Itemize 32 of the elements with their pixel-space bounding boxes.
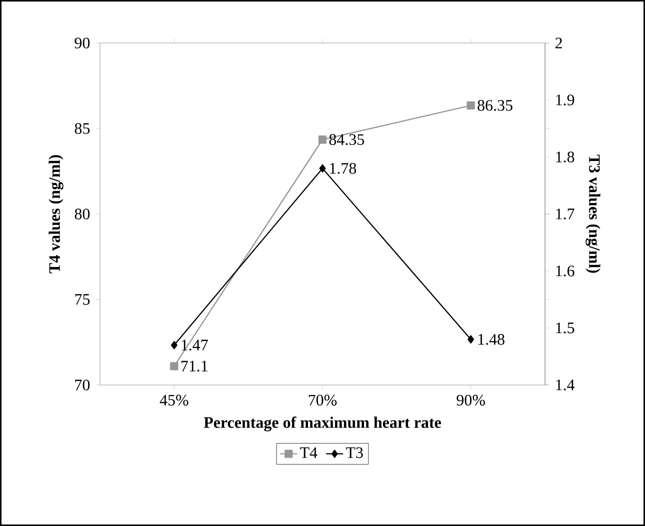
y-axis-title: T4 values (ng/ml) [48,155,64,274]
y-tick-label: 80 [74,208,90,220]
y2-tick-label: 1.8 [556,152,574,162]
x-tick-label: 70% [308,394,337,406]
y2-axis-title: T3 values (ng/ml) [586,154,600,273]
y2-tick-label: 1.6 [556,266,574,276]
point [319,164,326,172]
x-axis-title: Percentage of maximum heart rate [204,416,442,432]
legend-label: T4 [300,447,318,458]
point [318,136,327,144]
data-label: 1.47 [182,340,208,350]
y2-tick-label: 1.5 [556,322,574,334]
data-label: 71.1 [181,360,208,372]
y2-tick-label: 2 [555,38,562,48]
y2-tick-label: 1.7 [556,208,574,220]
y2-tick-label: 1.4 [556,380,575,390]
data-label: 1.78 [330,162,356,174]
y-tick-label: 90 [74,38,90,48]
data-label: 84.35 [329,134,364,146]
data-label: 86.35 [478,100,512,111]
y-tick-label: 75 [75,294,90,305]
y-tick-label: 70 [75,380,90,390]
x-tick-label: 90% [456,394,485,406]
y2-tick-label: 1.9 [556,94,574,106]
data-label: 1.48 [478,334,504,345]
x-tick-label: 45% [160,394,188,406]
point [170,362,178,370]
point [466,101,475,110]
point [170,341,178,350]
point [468,335,474,344]
y-tick-label: 85 [74,123,90,134]
legend-label: T3 [346,447,363,458]
